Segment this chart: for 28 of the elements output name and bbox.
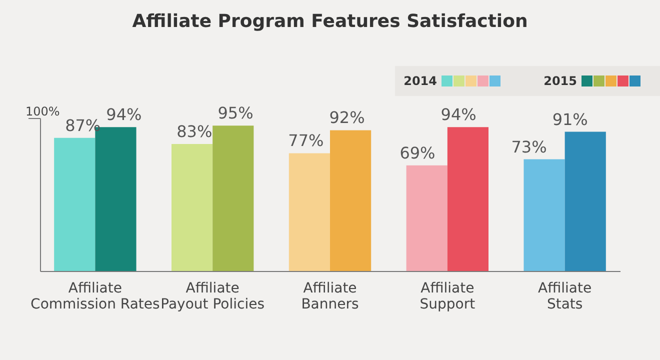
data-label: 92% <box>329 108 365 128</box>
data-label: 77% <box>288 131 324 150</box>
legend-label: 2014 <box>404 74 437 88</box>
x-tick-label: Affiliate Commission Rates <box>30 280 160 312</box>
chart-title: Affiliate Program Features Satisfaction <box>132 11 528 32</box>
data-label: 91% <box>552 110 588 129</box>
bar <box>564 132 606 271</box>
bar <box>330 130 372 271</box>
x-tick-label: Affiliate Payout Policies <box>160 280 265 312</box>
data-label: 94% <box>440 105 476 124</box>
bar <box>172 144 213 271</box>
bar <box>406 165 448 271</box>
data-label: 95% <box>218 104 254 123</box>
bar <box>288 153 330 271</box>
bar <box>524 159 565 271</box>
data-label: 94% <box>106 105 142 124</box>
legend-label: 2015 <box>544 74 577 88</box>
x-tick-label: Affiliate Stats <box>538 280 592 312</box>
data-label: 73% <box>511 137 547 156</box>
x-tick-label: Affiliate Banners <box>301 280 359 312</box>
bar <box>54 138 96 271</box>
data-label: 83% <box>176 122 212 142</box>
x-tick-label: Affiliate Support <box>420 280 476 312</box>
data-label: 69% <box>400 143 436 162</box>
y-tick-label: 100% <box>26 104 60 118</box>
bar <box>447 127 488 271</box>
data-label: 87% <box>65 116 101 135</box>
bar <box>212 126 254 271</box>
